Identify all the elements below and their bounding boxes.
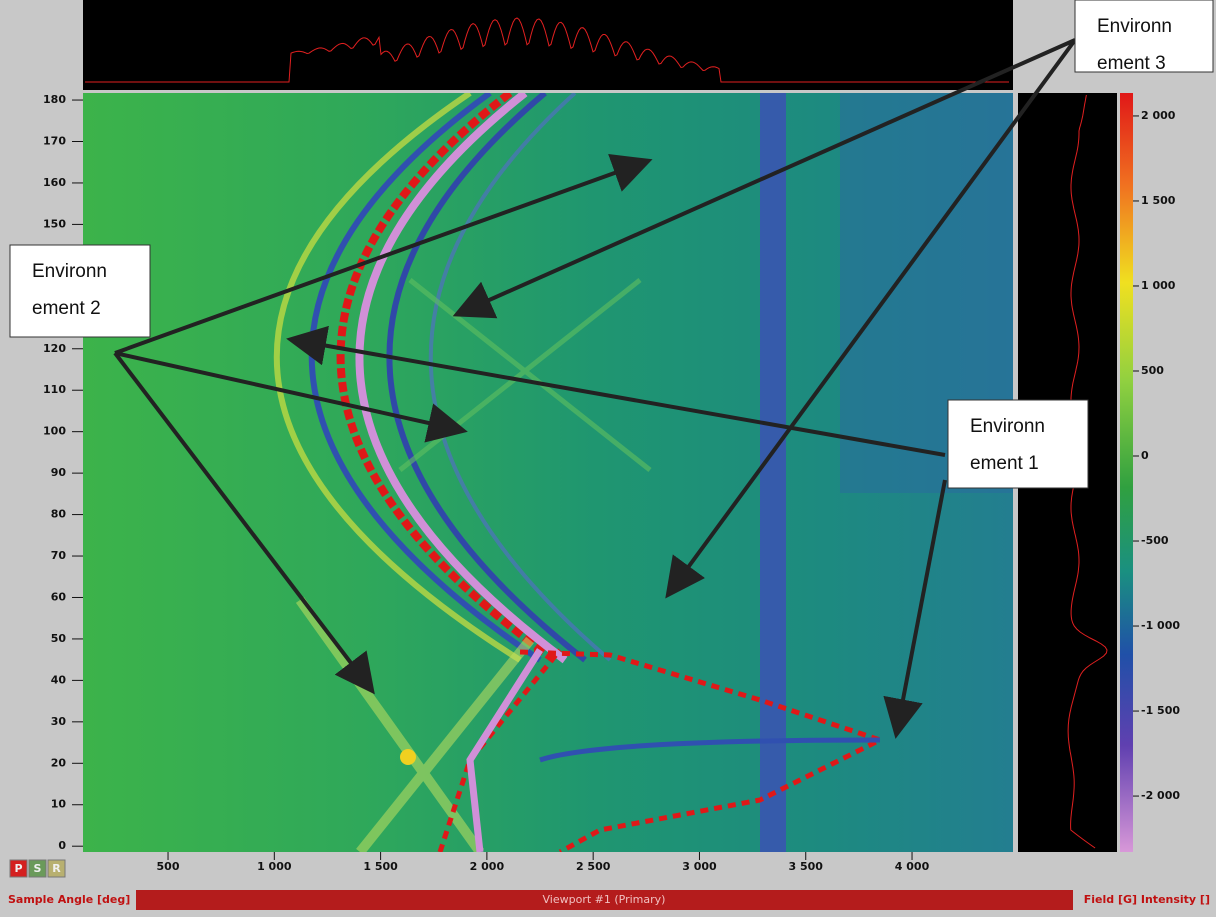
x-tick-label: 1 500: [363, 860, 398, 873]
mode-button-label[interactable]: S: [34, 862, 42, 875]
colorbar-tick-label: 1 500: [1141, 194, 1176, 207]
status-center: Viewport #1 (Primary): [543, 893, 666, 906]
mode-button-label[interactable]: R: [52, 862, 61, 875]
top-profile-panel: [83, 0, 1013, 90]
annotation-text: ement 1: [970, 453, 1039, 474]
mode-button[interactable]: [28, 859, 47, 878]
mode-button[interactable]: [47, 859, 66, 878]
status-left: Sample Angle [deg]: [8, 893, 130, 906]
y-tick-label: 100: [43, 425, 66, 438]
colorbar-tick-label: 0: [1141, 449, 1149, 462]
x-tick-label: 2 000: [470, 860, 505, 873]
annotation-box: [9, 244, 151, 338]
y-tick-label: 0: [58, 839, 66, 852]
status-right: Field [G] Intensity []: [1084, 893, 1210, 906]
annotation-text: ement 2: [32, 298, 101, 319]
colorbar-tick-label: 1 000: [1141, 279, 1176, 292]
x-tick-label: 500: [157, 860, 180, 873]
y-tick-label: 10: [51, 798, 67, 811]
y-tick-label: 170: [43, 134, 66, 147]
annotation-text: Environn: [1097, 16, 1172, 37]
y-tick-label: 110: [43, 383, 66, 396]
annotation-arrows: [113, 38, 1077, 739]
heatmap: [83, 93, 1013, 852]
y-tick-label: 60: [51, 590, 67, 603]
y-tick-label: 80: [51, 508, 67, 521]
colorbar: [1120, 93, 1133, 852]
x-tick-label: 2 500: [576, 860, 611, 873]
x-tick-label: 4 000: [895, 860, 930, 873]
annotation-text: ement 3: [1097, 53, 1166, 74]
y-tick-label: 20: [51, 756, 67, 769]
colorbar-tick-label: 2 000: [1141, 109, 1176, 122]
y-tick-label: 50: [51, 632, 67, 645]
y-tick-label: 40: [51, 673, 67, 686]
y-tick-label: 30: [51, 715, 67, 728]
colorbar-tick-label: -1 000: [1141, 619, 1180, 632]
y-tick-label: 180: [43, 93, 66, 106]
colorbar-tick-label: 500: [1141, 364, 1164, 377]
annotation-text: Environn: [32, 261, 107, 282]
colorbar-tick-label: -500: [1141, 534, 1169, 547]
colorbar-tick-label: -2 000: [1141, 789, 1180, 802]
colorbar-tick-label: -1 500: [1141, 704, 1180, 717]
x-tick-label: 3 000: [682, 860, 717, 873]
y-tick-label: 150: [43, 217, 66, 230]
annotation-box: [947, 399, 1089, 489]
y-tick-label: 70: [51, 549, 67, 562]
top-profile-line: [85, 17, 1009, 83]
x-tick-label: 1 000: [257, 860, 292, 873]
mode-button-label[interactable]: P: [14, 862, 22, 875]
annotation-text: Environn: [970, 416, 1045, 437]
y-tick-label: 160: [43, 176, 66, 189]
mode-button[interactable]: [9, 859, 28, 878]
y-tick-label: 90: [51, 466, 67, 479]
y-tick-label: 120: [43, 342, 66, 355]
x-tick-label: 3 500: [789, 860, 824, 873]
annotation-box: [1074, 0, 1214, 73]
viewport-bar[interactable]: [136, 890, 1073, 910]
